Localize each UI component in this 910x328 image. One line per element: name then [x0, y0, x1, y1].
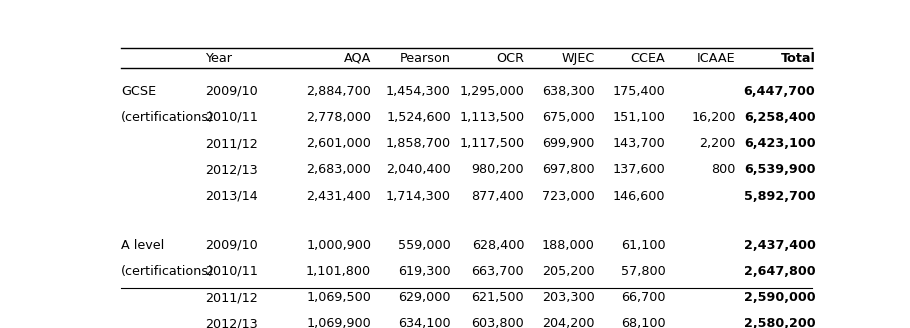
- Text: 1,295,000: 1,295,000: [460, 85, 524, 98]
- Text: 143,700: 143,700: [612, 137, 665, 150]
- Text: 151,100: 151,100: [612, 111, 665, 124]
- Text: 1,858,700: 1,858,700: [386, 137, 450, 150]
- Text: 800: 800: [712, 163, 736, 176]
- Text: 2011/12: 2011/12: [206, 137, 258, 150]
- Text: 1,714,300: 1,714,300: [386, 190, 450, 203]
- Text: 675,000: 675,000: [542, 111, 595, 124]
- Text: Pearson: Pearson: [399, 52, 450, 65]
- Text: 2,580,200: 2,580,200: [743, 318, 815, 328]
- Text: 723,000: 723,000: [542, 190, 595, 203]
- Text: 205,200: 205,200: [542, 265, 595, 278]
- Text: 619,300: 619,300: [399, 265, 450, 278]
- Text: 634,100: 634,100: [399, 318, 450, 328]
- Text: 146,600: 146,600: [612, 190, 665, 203]
- Text: 2,601,000: 2,601,000: [307, 137, 371, 150]
- Text: (certifications): (certifications): [121, 111, 214, 124]
- Text: ICAAE: ICAAE: [697, 52, 736, 65]
- Text: 559,000: 559,000: [398, 239, 450, 252]
- Text: 980,200: 980,200: [471, 163, 524, 176]
- Text: 61,100: 61,100: [621, 239, 665, 252]
- Text: Year: Year: [206, 52, 232, 65]
- Text: 1,113,500: 1,113,500: [459, 111, 524, 124]
- Text: CCEA: CCEA: [631, 52, 665, 65]
- Text: 137,600: 137,600: [612, 163, 665, 176]
- Text: 6,258,400: 6,258,400: [743, 111, 815, 124]
- Text: 1,454,300: 1,454,300: [386, 85, 450, 98]
- Text: 66,700: 66,700: [621, 291, 665, 304]
- Text: 2010/11: 2010/11: [206, 111, 258, 124]
- Text: OCR: OCR: [496, 52, 524, 65]
- Text: 2012/13: 2012/13: [206, 318, 258, 328]
- Text: 2,431,400: 2,431,400: [307, 190, 371, 203]
- Text: 2012/13: 2012/13: [206, 163, 258, 176]
- Text: 2,200: 2,200: [700, 137, 736, 150]
- Text: AQA: AQA: [344, 52, 371, 65]
- Text: Total: Total: [781, 52, 815, 65]
- Text: 638,300: 638,300: [542, 85, 595, 98]
- Text: 2,647,800: 2,647,800: [743, 265, 815, 278]
- Text: 2,884,700: 2,884,700: [307, 85, 371, 98]
- Text: 1,117,500: 1,117,500: [459, 137, 524, 150]
- Text: 2013/14: 2013/14: [206, 190, 258, 203]
- Text: 6,423,100: 6,423,100: [743, 137, 815, 150]
- Text: 2,437,400: 2,437,400: [743, 239, 815, 252]
- Text: 1,069,900: 1,069,900: [307, 318, 371, 328]
- Text: 697,800: 697,800: [542, 163, 595, 176]
- Text: 6,539,900: 6,539,900: [744, 163, 815, 176]
- Text: 603,800: 603,800: [471, 318, 524, 328]
- Text: 2,590,000: 2,590,000: [743, 291, 815, 304]
- Text: 2009/10: 2009/10: [206, 85, 258, 98]
- Text: A level: A level: [121, 239, 164, 252]
- Text: (certifications): (certifications): [121, 265, 214, 278]
- Text: 57,800: 57,800: [621, 265, 665, 278]
- Text: 628,400: 628,400: [471, 239, 524, 252]
- Text: 175,400: 175,400: [612, 85, 665, 98]
- Text: 2009/10: 2009/10: [206, 239, 258, 252]
- Text: 877,400: 877,400: [471, 190, 524, 203]
- Text: 2,778,000: 2,778,000: [306, 111, 371, 124]
- Text: 1,101,800: 1,101,800: [306, 265, 371, 278]
- Text: GCSE: GCSE: [121, 85, 156, 98]
- Text: 188,000: 188,000: [541, 239, 595, 252]
- Text: 2,683,000: 2,683,000: [307, 163, 371, 176]
- Text: 621,500: 621,500: [471, 291, 524, 304]
- Text: 1,000,900: 1,000,900: [306, 239, 371, 252]
- Text: 663,700: 663,700: [471, 265, 524, 278]
- Text: 6,447,700: 6,447,700: [743, 85, 815, 98]
- Text: 1,069,500: 1,069,500: [307, 291, 371, 304]
- Text: 203,300: 203,300: [542, 291, 595, 304]
- Text: 2,040,400: 2,040,400: [386, 163, 450, 176]
- Text: 2011/12: 2011/12: [206, 291, 258, 304]
- Text: 5,892,700: 5,892,700: [743, 190, 815, 203]
- Text: 699,900: 699,900: [542, 137, 595, 150]
- Text: WJEC: WJEC: [561, 52, 595, 65]
- Text: 629,000: 629,000: [399, 291, 450, 304]
- Text: 16,200: 16,200: [692, 111, 736, 124]
- Text: 2010/11: 2010/11: [206, 265, 258, 278]
- Text: 204,200: 204,200: [542, 318, 595, 328]
- Text: 68,100: 68,100: [621, 318, 665, 328]
- Text: 1,524,600: 1,524,600: [386, 111, 450, 124]
